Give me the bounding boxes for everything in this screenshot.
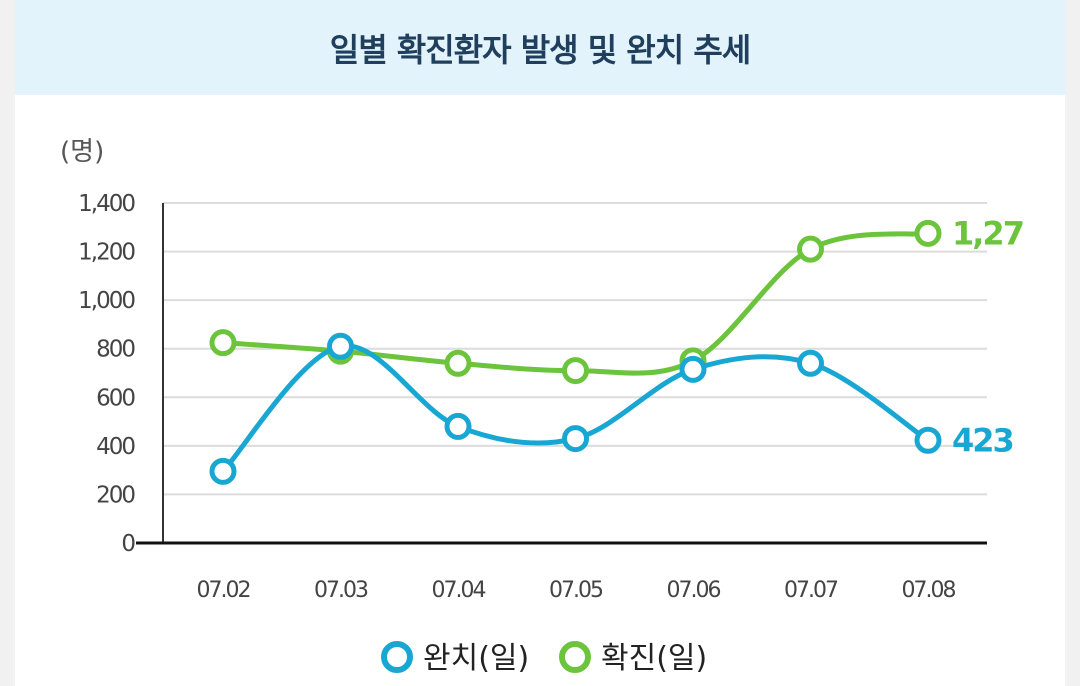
x-tick-label: 07.04: [432, 578, 486, 603]
data-point-recovered: [914, 426, 942, 454]
data-point-recovered: [679, 355, 707, 383]
data-point-recovered: [797, 349, 824, 377]
title-bar: 일별 확진환자 발생 및 완치 추세: [15, 0, 1065, 95]
data-point-confirmed: [562, 357, 589, 385]
grid-lines: [163, 202, 987, 496]
data-point-confirmed: [797, 235, 824, 263]
y-tick-label: 1,400: [78, 191, 135, 217]
y-tick-label: 1,000: [78, 288, 135, 314]
y-axis-ticks: 0 200 400 600 800 1,000 1,200 1,400: [78, 191, 137, 557]
axes: [136, 203, 987, 545]
chart-title: 일별 확진환자 발생 및 완치 추세: [329, 30, 751, 69]
legend-marker-recovered: [381, 641, 413, 673]
data-point-recovered: [327, 332, 354, 360]
y-tick-label: 0: [121, 531, 135, 557]
y-axis-unit-label: (명): [60, 137, 104, 167]
data-point-recovered: [444, 412, 472, 440]
legend-marker-confirmed: [559, 641, 591, 673]
legend: 완치(일) 확진(일): [381, 641, 707, 676]
x-axis-ticks: 07.02 07.03 07.04 07.05 07.06 07.07 07.08: [197, 578, 958, 603]
y-tick-label: 1,200: [78, 240, 135, 266]
y-tick-label: 600: [96, 385, 135, 411]
series-group: 1,27 423: [209, 214, 1025, 485]
x-tick-label: 07.07: [784, 578, 838, 603]
x-tick-label: 07.02: [197, 578, 250, 603]
y-tick-label: 200: [96, 482, 135, 508]
y-tick-label: 800: [96, 337, 135, 363]
legend-label-recovered: 완치(일): [423, 641, 529, 676]
end-value-label-recovered: 423: [952, 421, 1013, 459]
x-tick-label: 07.08: [902, 578, 956, 603]
data-point-confirmed: [209, 329, 237, 357]
x-tick-label: 07.06: [667, 578, 721, 603]
x-tick-label: 07.03: [314, 578, 368, 603]
data-point-recovered: [209, 457, 237, 485]
y-tick-label: 400: [96, 434, 135, 460]
legend-label-confirmed: 확진(일): [601, 641, 707, 676]
end-value-label-confirmed: 1,27: [952, 214, 1023, 252]
data-point-recovered: [562, 425, 589, 453]
chart-card: 일별 확진환자 발생 및 완치 추세: [15, 0, 1065, 686]
x-tick-label: 07.05: [549, 578, 603, 603]
data-point-confirmed: [914, 219, 942, 247]
data-point-confirmed: [444, 349, 472, 377]
